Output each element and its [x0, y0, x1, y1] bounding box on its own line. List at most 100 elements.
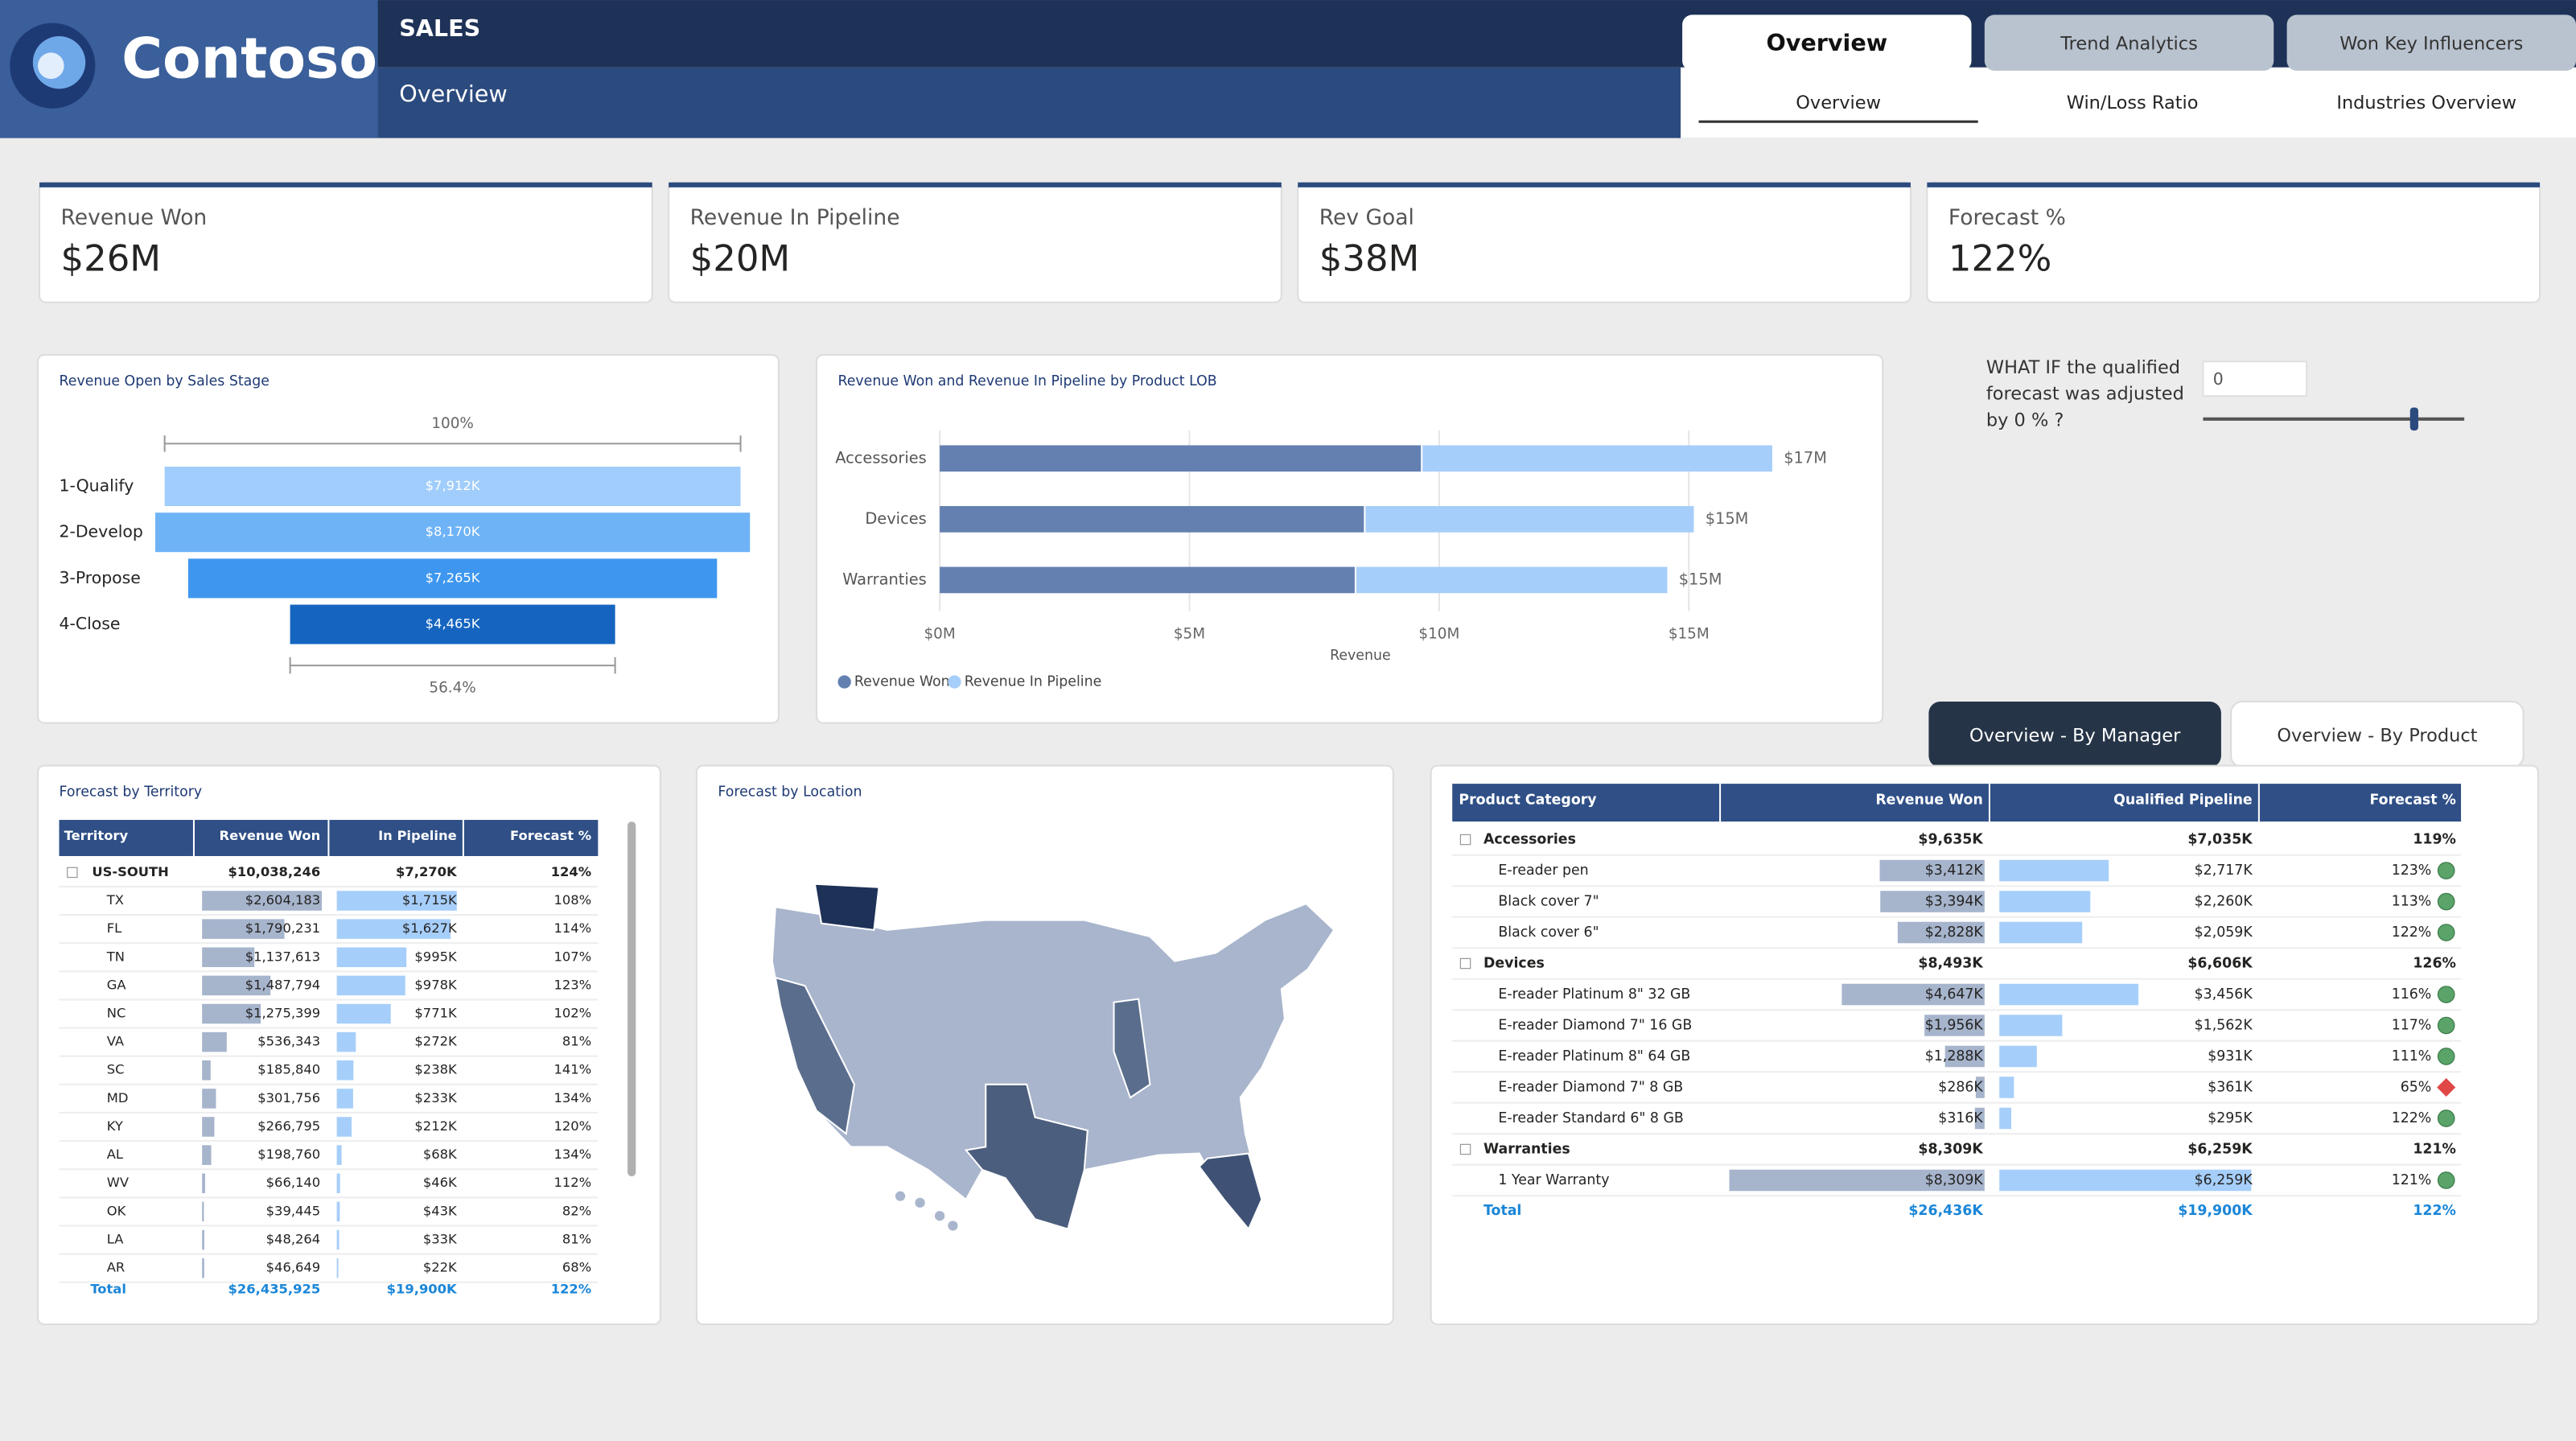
table-cell: 68%: [562, 1260, 591, 1275]
table-cell: 134%: [553, 1147, 591, 1162]
revenue-bar: [202, 1173, 205, 1194]
table-cell: 114%: [553, 920, 591, 936]
revenue-bar: [202, 1258, 204, 1278]
revenue-bar: [202, 1003, 261, 1024]
table-cell: $2,260K: [2195, 894, 2253, 910]
table-cell: $8,309K: [1918, 1141, 1983, 1157]
table-cell: Black cover 7": [1498, 894, 1599, 910]
revenue-bar: [1975, 1077, 1985, 1098]
revenue-bar: [202, 1201, 204, 1222]
table-cell: 107%: [553, 949, 591, 964]
kpi-label: Forecast %: [1948, 205, 2066, 230]
funnel-bar: [154, 513, 751, 553]
tab-label: Won Key Influencers: [2339, 34, 2523, 55]
what-if-input[interactable]: [2202, 360, 2308, 397]
table-cell: 108%: [553, 892, 591, 908]
table-cell: 122%: [2392, 1110, 2432, 1126]
scrollbar[interactable]: [628, 821, 636, 1177]
bar-segment: [1422, 445, 1772, 472]
expand-icon: [1459, 1143, 1471, 1155]
table-cell: $39,445: [266, 1203, 321, 1218]
table-cell: $8,309K: [1925, 1172, 1984, 1188]
column-header: In Pipeline: [378, 828, 457, 843]
table-cell: 65%: [2401, 1079, 2432, 1095]
what-if-text: forecast was adjusted: [1986, 384, 2184, 405]
brand-name: Contoso: [121, 27, 377, 92]
table-cell: 124%: [551, 864, 591, 879]
table-cell: $272K: [414, 1034, 458, 1049]
tab-label: Overview: [1767, 29, 1888, 56]
table-cell: $266,795: [257, 1118, 320, 1134]
table-cell: $978K: [414, 977, 458, 992]
legend-marker: [948, 675, 961, 689]
pipeline-bar: [336, 891, 457, 911]
table-cell: 141%: [553, 1062, 591, 1077]
table-cell: 123%: [2392, 863, 2432, 879]
column-header: Revenue Won: [220, 828, 321, 843]
table-cell: TX: [106, 892, 124, 908]
state-ca: [774, 976, 855, 1135]
tab[interactable]: [1682, 14, 1972, 71]
status-indicator: [2437, 1171, 2455, 1189]
slider-handle[interactable]: [2409, 407, 2418, 431]
table-cell: 121%: [2413, 1141, 2456, 1157]
total-label: $15M: [1679, 570, 1722, 588]
total-cell: Total: [90, 1282, 126, 1297]
pipeline-bar: [336, 1258, 339, 1278]
what-if-text: WHAT IF the qualified: [1986, 357, 2180, 378]
subtab-bar: [1681, 67, 2576, 138]
page-title: Overview: [399, 80, 508, 107]
chart-title: Forecast by Location: [718, 784, 862, 800]
status-indicator: [2437, 862, 2455, 879]
table-cell: $33K: [423, 1232, 458, 1247]
table-cell: VA: [107, 1034, 125, 1049]
table-cell: $238K: [414, 1062, 458, 1077]
table-cell: $1,627K: [402, 920, 458, 936]
bar-segment: [1365, 506, 1694, 533]
state-hi: [948, 1221, 958, 1231]
status-indicator: [2437, 1110, 2455, 1127]
pipeline-bar: [1999, 859, 2109, 882]
table-cell: 102%: [553, 1006, 591, 1021]
table-cell: $46K: [423, 1175, 458, 1190]
table-cell: 134%: [553, 1090, 591, 1105]
table-cell: 123%: [553, 977, 591, 992]
view-button[interactable]: [1928, 702, 2221, 768]
funnel-category: 4-Close: [60, 614, 121, 633]
pipeline-bar: [1999, 1107, 2011, 1130]
tab[interactable]: [2286, 14, 2576, 71]
table-cell: 116%: [2392, 986, 2432, 1003]
pipeline-bar: [336, 1201, 340, 1222]
state-fl: [1198, 1152, 1263, 1231]
state-il: [1113, 998, 1151, 1099]
table-cell: $2,604,183: [245, 892, 321, 908]
pipeline-bar: [336, 1173, 340, 1194]
y-tick-label: Accessories: [835, 448, 927, 467]
total-cell: $26,435,925: [228, 1282, 321, 1297]
status-indicator: [2437, 1016, 2455, 1035]
kpi-value: 122%: [1948, 237, 2051, 280]
total-cell: $19,900K: [387, 1282, 458, 1297]
table-cell: LA: [107, 1232, 124, 1247]
table-cell: $2,828K: [1925, 924, 1984, 941]
table-cell: Accessories: [1483, 832, 1576, 848]
table-cell: $995K: [414, 949, 458, 964]
table-cell: MD: [107, 1090, 129, 1105]
table-cell: WV: [107, 1175, 130, 1190]
revenue-bar: [1879, 859, 1985, 882]
table-cell: $1,562K: [2195, 1018, 2253, 1034]
status-indicator: [2437, 986, 2455, 1003]
pipeline-bar: [1999, 983, 2139, 1006]
x-tick-label: $15M: [1669, 625, 1710, 642]
table-cell: AL: [107, 1147, 124, 1162]
pipeline-bar: [1999, 1169, 2252, 1192]
funnel-ratio: 100%: [431, 415, 474, 432]
revenue-bar: [1924, 1015, 1985, 1036]
revenue-bar: [1944, 1045, 1985, 1068]
tab[interactable]: [1984, 14, 2274, 71]
bar-segment: [940, 566, 1355, 594]
table-cell: E-reader Platinum 8" 32 GB: [1498, 986, 1690, 1003]
view-button-label: Overview - By Manager: [1969, 725, 2181, 746]
